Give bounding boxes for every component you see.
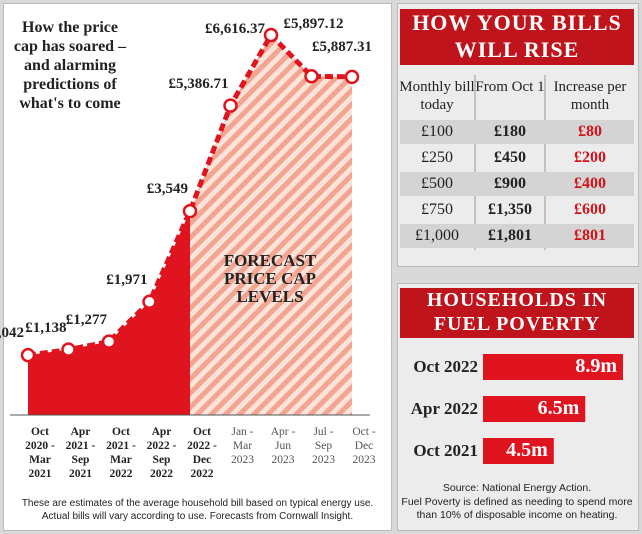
value-label: 6.5m bbox=[537, 397, 580, 419]
table-cell: £801 bbox=[574, 227, 606, 244]
actual-area bbox=[28, 211, 190, 415]
data-point bbox=[344, 69, 360, 85]
category-label: Oct 2022 bbox=[413, 357, 478, 376]
data-point bbox=[101, 334, 117, 349]
table-cell: £100 bbox=[421, 123, 453, 140]
row-shade bbox=[400, 224, 634, 248]
table-cell: £1,350 bbox=[488, 201, 532, 218]
table-cell: £80 bbox=[578, 123, 602, 140]
table-header: From Oct 1 bbox=[475, 79, 545, 95]
x-tick-label: Jul - Sep 2023 bbox=[312, 426, 335, 466]
table-cell: £450 bbox=[494, 149, 526, 166]
price-line bbox=[27, 30, 353, 358]
data-point bbox=[263, 27, 279, 43]
data-label: £6,616.37 bbox=[205, 21, 265, 37]
data-point bbox=[61, 342, 76, 357]
table-cell: £200 bbox=[574, 149, 606, 166]
data-label: £1,971 bbox=[106, 271, 148, 288]
table-cell: £250 bbox=[421, 149, 453, 166]
chart-title: How the price cap has soared – and alarm… bbox=[13, 19, 127, 112]
data-label: £5,386.71 bbox=[168, 75, 229, 92]
data-label: £5,897.12 bbox=[283, 16, 344, 33]
data-point bbox=[142, 294, 157, 310]
footnote: These are estimates of the average house… bbox=[21, 498, 374, 522]
bar-title: HOUSEHOLDS IN FUEL POVERTY bbox=[400, 288, 634, 338]
x-tick-label: Apr 2022 - Sep 2022 bbox=[146, 426, 177, 480]
bar bbox=[483, 354, 623, 380]
definition-note: Fuel Poverty is defined as needing to sp… bbox=[401, 496, 633, 521]
x-tick-label: Oct 2022 - Dec 2022 bbox=[187, 426, 217, 480]
x-tick-label: Oct 2021 - Mar 2022 bbox=[106, 426, 136, 480]
bar bbox=[483, 396, 586, 422]
data-point bbox=[223, 98, 238, 113]
data-label: £5,887.31 bbox=[312, 38, 372, 55]
category-label: Apr 2022 bbox=[410, 399, 478, 418]
table-header: Monthly bill today bbox=[399, 79, 475, 113]
value-label: 8.9m bbox=[575, 355, 617, 377]
value-label: 4.5m bbox=[506, 439, 548, 461]
table-cell: £1,801 bbox=[488, 227, 532, 244]
table-cell: £400 bbox=[574, 175, 606, 192]
x-tick-label: Oct 2020 - Mar 2021 bbox=[25, 426, 55, 480]
table-cell: £500 bbox=[421, 175, 453, 192]
row-shade bbox=[400, 172, 634, 196]
x-tick-label: Apr - Jun 2023 bbox=[270, 426, 296, 466]
x-tick-label: Oct - Dec 2023 bbox=[352, 426, 376, 466]
data-point bbox=[182, 203, 198, 219]
data-label: £1,042 bbox=[0, 325, 24, 342]
row-shade bbox=[400, 120, 634, 144]
table-header: Increase per month bbox=[553, 79, 627, 113]
annotation: FORECAST PRICE CAP LEVELS bbox=[223, 251, 317, 306]
forecast-area bbox=[190, 35, 352, 415]
table-cell: £1,000 bbox=[415, 227, 459, 244]
table-cell: £600 bbox=[574, 201, 606, 218]
bar bbox=[483, 438, 554, 464]
data-point bbox=[304, 69, 319, 84]
data-label: £3,549 bbox=[146, 181, 188, 198]
table-cell: £180 bbox=[494, 123, 526, 140]
table-cell: £900 bbox=[494, 175, 526, 192]
table-title: HOW YOUR BILLS WILL RISE bbox=[400, 9, 634, 65]
source: Source: National Energy Action. bbox=[442, 482, 592, 494]
data-point bbox=[20, 347, 36, 363]
category-label: Oct 2021 bbox=[413, 441, 478, 460]
x-tick-label: Jan - Mar 2023 bbox=[231, 426, 254, 466]
data-label: £1,138 bbox=[25, 319, 67, 336]
table-cell: £750 bbox=[421, 201, 453, 218]
x-tick-label: Apr 2021 - Sep 2021 bbox=[65, 426, 96, 480]
data-label: £1,277 bbox=[65, 311, 107, 328]
